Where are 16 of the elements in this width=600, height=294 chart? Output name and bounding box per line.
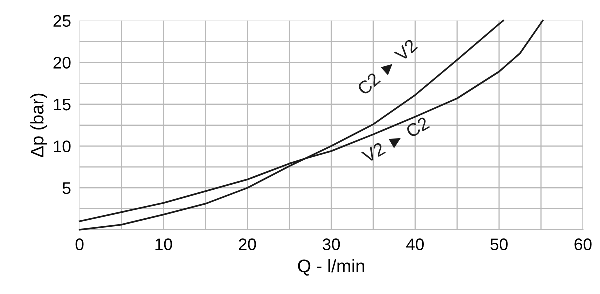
x-tick-label: 0 (76, 238, 84, 250)
x-tick-label: 40 (406, 238, 424, 250)
x-tick-label: 60 (574, 238, 592, 250)
y-tick-label: 20 (54, 57, 71, 69)
x-axis-title: Q - l/min (298, 259, 364, 276)
y-tick-label: 5 (62, 182, 71, 194)
y-tick-label: 10 (54, 140, 71, 152)
text: V2 ► C2 (361, 116, 430, 164)
text: C2 ► V2 (356, 38, 418, 96)
x-tick-label: 30 (322, 238, 340, 250)
x-tick-label: 20 (239, 238, 256, 250)
y-tick-label: 25 (54, 15, 71, 28)
x-tick-label: 50 (490, 238, 508, 250)
y-axis-title: Δp (bar) (30, 94, 48, 158)
x-tick-label: 10 (156, 238, 172, 250)
y-tick-label: 15 (54, 99, 71, 111)
